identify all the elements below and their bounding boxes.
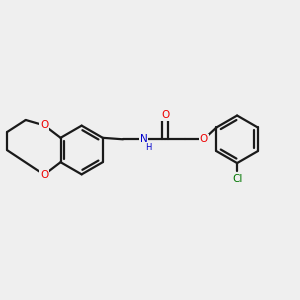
Text: O: O (200, 134, 208, 144)
Text: O: O (40, 170, 48, 180)
Text: Cl: Cl (232, 173, 242, 184)
Text: O: O (161, 110, 169, 120)
Text: N: N (140, 134, 148, 144)
Text: H: H (145, 143, 151, 152)
Text: O: O (40, 120, 48, 130)
